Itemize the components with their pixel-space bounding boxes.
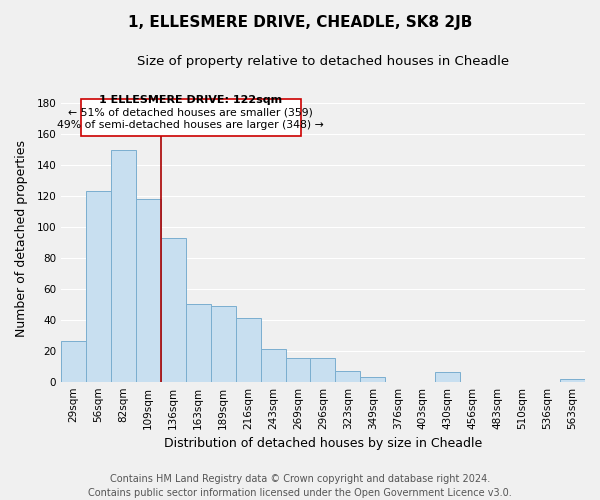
Title: Size of property relative to detached houses in Cheadle: Size of property relative to detached ho… xyxy=(137,55,509,68)
Bar xyxy=(111,150,136,382)
FancyBboxPatch shape xyxy=(81,98,301,136)
Bar xyxy=(560,378,585,382)
Bar xyxy=(260,349,286,382)
X-axis label: Distribution of detached houses by size in Cheadle: Distribution of detached houses by size … xyxy=(164,437,482,450)
Bar xyxy=(286,358,310,382)
Text: 1 ELLESMERE DRIVE: 122sqm: 1 ELLESMERE DRIVE: 122sqm xyxy=(99,95,282,105)
Bar xyxy=(61,342,86,382)
Bar xyxy=(236,318,260,382)
Bar xyxy=(361,377,385,382)
Y-axis label: Number of detached properties: Number of detached properties xyxy=(15,140,28,337)
Bar xyxy=(211,306,236,382)
Text: 1, ELLESMERE DRIVE, CHEADLE, SK8 2JB: 1, ELLESMERE DRIVE, CHEADLE, SK8 2JB xyxy=(128,15,472,30)
Bar xyxy=(161,238,186,382)
Text: ← 51% of detached houses are smaller (359): ← 51% of detached houses are smaller (35… xyxy=(68,107,313,117)
Bar xyxy=(186,304,211,382)
Bar xyxy=(310,358,335,382)
Text: 49% of semi-detached houses are larger (348) →: 49% of semi-detached houses are larger (… xyxy=(58,120,324,130)
Bar xyxy=(335,371,361,382)
Text: Contains HM Land Registry data © Crown copyright and database right 2024.
Contai: Contains HM Land Registry data © Crown c… xyxy=(88,474,512,498)
Bar xyxy=(86,192,111,382)
Bar xyxy=(136,199,161,382)
Bar xyxy=(435,372,460,382)
